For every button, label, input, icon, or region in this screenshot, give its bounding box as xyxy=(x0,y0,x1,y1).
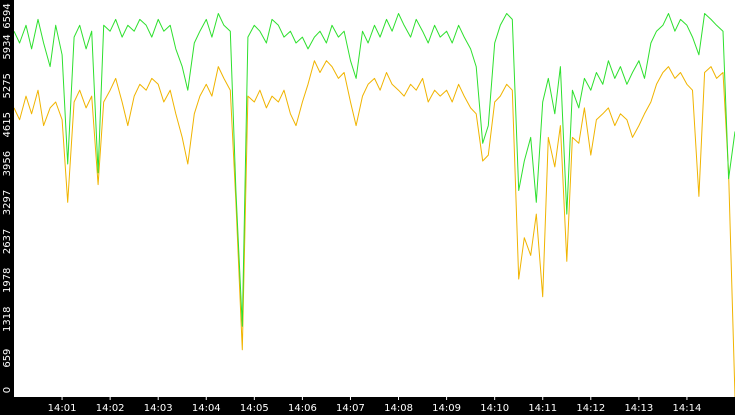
y-tick-label: 2637 xyxy=(2,229,13,254)
x-tick-label: 14:05 xyxy=(240,403,269,414)
x-tick-label: 14:04 xyxy=(192,403,221,414)
x-tick-label: 14:06 xyxy=(288,403,317,414)
y-tick-label: 4615 xyxy=(2,112,13,137)
x-tick-label: 14:01 xyxy=(48,403,77,414)
y-tick-label: 659 xyxy=(2,349,13,368)
series-line xyxy=(14,60,735,397)
x-tick-label: 14:12 xyxy=(576,403,605,414)
x-tick-label: 14:03 xyxy=(144,403,173,414)
series-line xyxy=(14,13,735,327)
x-tick-label: 14:14 xyxy=(673,403,702,414)
x-tick-label: 14:10 xyxy=(480,403,509,414)
y-tick-label: 3956 xyxy=(2,151,13,176)
x-tick-label: 14:07 xyxy=(336,403,365,414)
x-tick-label: 14:09 xyxy=(432,403,461,414)
y-tick-label: 5934 xyxy=(2,34,13,59)
y-tick-label: 0 xyxy=(2,387,13,393)
y-tick-label: 6594 xyxy=(2,3,13,28)
x-tick-label: 14:11 xyxy=(528,403,557,414)
plot-area xyxy=(14,13,735,397)
y-tick-label: 1978 xyxy=(2,268,13,293)
y-tick-label: 3297 xyxy=(2,190,13,215)
y-axis-band xyxy=(0,0,14,415)
x-axis-band xyxy=(0,397,735,415)
x-tick-label: 14:08 xyxy=(384,403,413,414)
y-tick-label: 5275 xyxy=(2,73,13,98)
x-tick-label: 14:02 xyxy=(96,403,125,414)
y-tick-label: 1318 xyxy=(2,307,13,332)
x-tick-label: 14:13 xyxy=(624,403,653,414)
